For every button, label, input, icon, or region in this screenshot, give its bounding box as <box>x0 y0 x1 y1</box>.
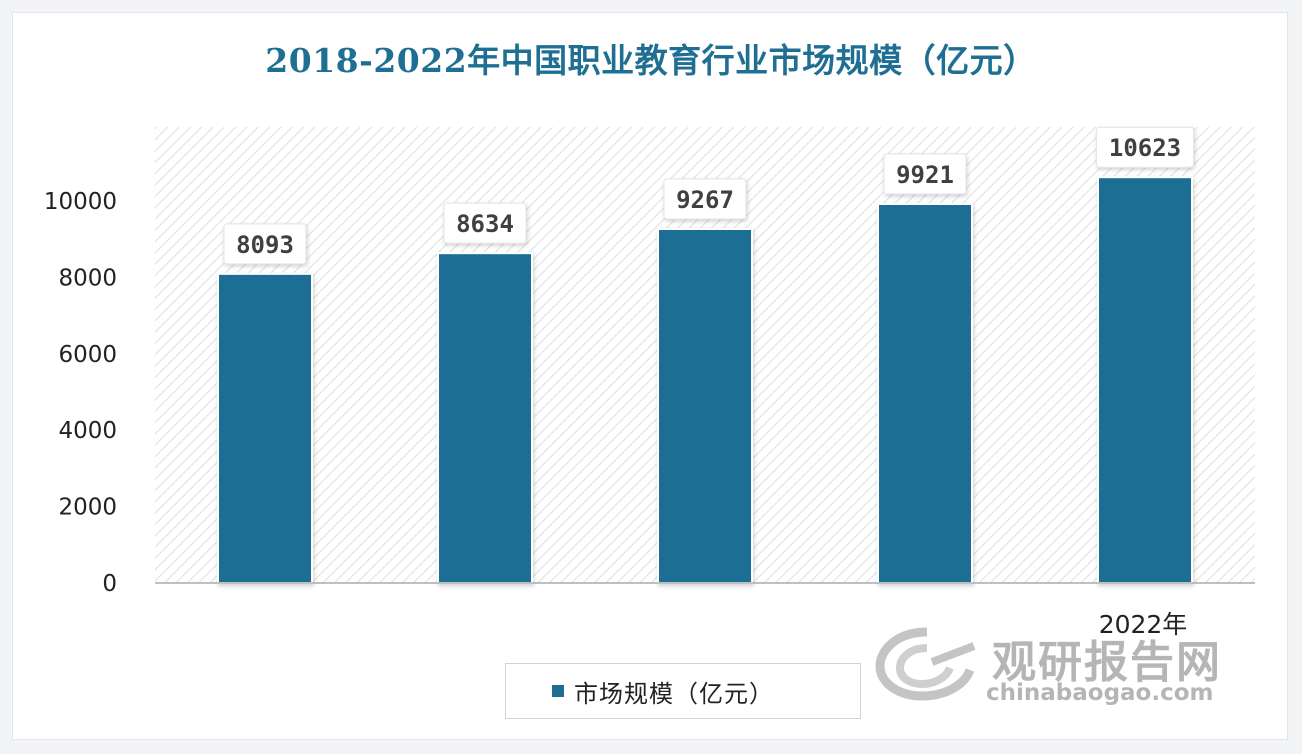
data-label: 9921 <box>896 161 954 189</box>
data-label: 8093 <box>236 231 294 259</box>
data-label: 8634 <box>456 210 514 238</box>
legend-swatch <box>552 685 564 697</box>
chart-title: 2018-2022年中国职业教育行业市场规模（亿元） <box>265 41 1037 80</box>
bar <box>1097 176 1193 585</box>
y-tick-label: 0 <box>102 571 117 597</box>
data-label: 10623 <box>1109 134 1181 162</box>
watermark-cn: 观研报告网 <box>992 637 1222 688</box>
data-label-box <box>1096 126 1194 168</box>
data-label-box <box>883 153 967 195</box>
y-tick-label: 10000 <box>44 189 117 215</box>
watermark: 观研报告网 chinabaogao.com <box>872 618 1262 718</box>
data-label: 9267 <box>676 186 734 214</box>
bar <box>877 203 973 585</box>
legend-label: 市场规模（亿元） <box>574 679 774 708</box>
watermark-logo-icon <box>875 627 976 701</box>
data-label-box <box>443 202 527 244</box>
bar <box>437 252 533 584</box>
y-tick-label: 4000 <box>58 418 117 444</box>
data-label-box <box>223 223 307 265</box>
data-label-box <box>663 178 747 220</box>
x-category-label: 2022年 <box>1099 610 1188 639</box>
legend: 市场规模（亿元） <box>505 663 861 719</box>
y-tick-label: 6000 <box>58 342 117 368</box>
watermark-en: chinabaogao.com <box>986 680 1214 706</box>
y-tick-label: 8000 <box>58 265 117 291</box>
y-tick-label: 2000 <box>58 495 117 521</box>
bar <box>657 228 753 584</box>
bar <box>217 272 313 584</box>
